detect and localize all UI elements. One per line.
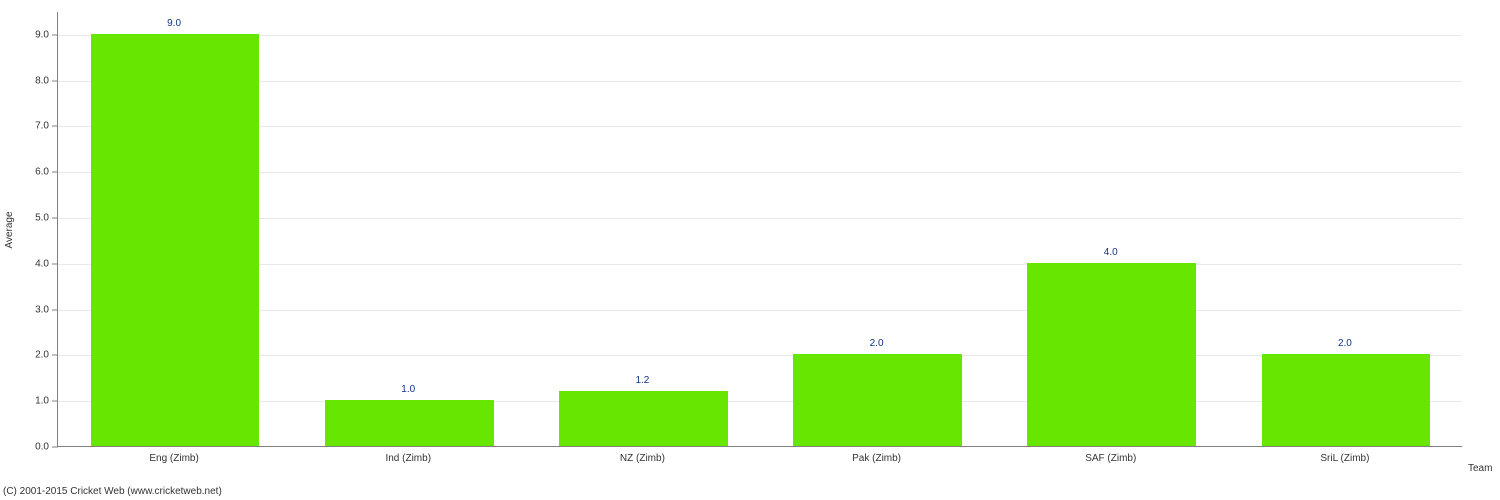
bar — [325, 400, 494, 446]
gridline — [58, 81, 1462, 82]
copyright-text: (C) 2001-2015 Cricket Web (www.cricketwe… — [3, 486, 222, 497]
bar-value-label: 9.0 — [167, 18, 181, 29]
bar-value-label: 2.0 — [1338, 338, 1352, 349]
y-tick-label: 5.0 — [35, 213, 49, 224]
y-tick-label: 7.0 — [35, 121, 49, 132]
y-tick-label: 4.0 — [35, 258, 49, 269]
chart-container: Average Team (C) 2001-2015 Cricket Web (… — [0, 0, 1500, 500]
x-tick-label: Ind (Zimb) — [385, 453, 431, 464]
y-tick-label: 8.0 — [35, 75, 49, 86]
gridline — [58, 310, 1462, 311]
bar — [91, 34, 260, 446]
x-tick-label: Pak (Zimb) — [852, 453, 901, 464]
y-tick-mark — [52, 34, 58, 35]
gridline — [58, 126, 1462, 127]
y-tick-mark — [52, 126, 58, 127]
y-tick-label: 2.0 — [35, 350, 49, 361]
y-tick-label: 0.0 — [35, 442, 49, 453]
y-tick-mark — [52, 309, 58, 310]
bar-value-label: 1.2 — [635, 375, 649, 386]
y-axis-title: Average — [4, 211, 15, 248]
x-tick-label: NZ (Zimb) — [620, 453, 665, 464]
gridline — [58, 401, 1462, 402]
y-tick-mark — [52, 218, 58, 219]
x-axis-title: Team — [1468, 463, 1492, 474]
bar — [1027, 263, 1196, 446]
x-tick-label: Eng (Zimb) — [149, 453, 198, 464]
gridline — [58, 264, 1462, 265]
gridline — [58, 172, 1462, 173]
bar-value-label: 4.0 — [1104, 247, 1118, 258]
x-tick-label: SriL (Zimb) — [1320, 453, 1369, 464]
bar — [559, 391, 728, 446]
bar-value-label: 2.0 — [870, 338, 884, 349]
y-tick-mark — [52, 355, 58, 356]
x-tick-label: SAF (Zimb) — [1085, 453, 1136, 464]
plot-area — [57, 12, 1462, 447]
y-tick-mark — [52, 401, 58, 402]
gridline — [58, 355, 1462, 356]
y-tick-mark — [52, 263, 58, 264]
y-tick-label: 9.0 — [35, 29, 49, 40]
y-tick-label: 3.0 — [35, 304, 49, 315]
y-tick-mark — [52, 447, 58, 448]
bar — [793, 354, 962, 446]
y-tick-label: 6.0 — [35, 167, 49, 178]
y-tick-mark — [52, 80, 58, 81]
bar-value-label: 1.0 — [401, 384, 415, 395]
gridline — [58, 35, 1462, 36]
y-tick-mark — [52, 172, 58, 173]
gridline — [58, 218, 1462, 219]
y-tick-label: 1.0 — [35, 396, 49, 407]
bar — [1262, 354, 1431, 446]
